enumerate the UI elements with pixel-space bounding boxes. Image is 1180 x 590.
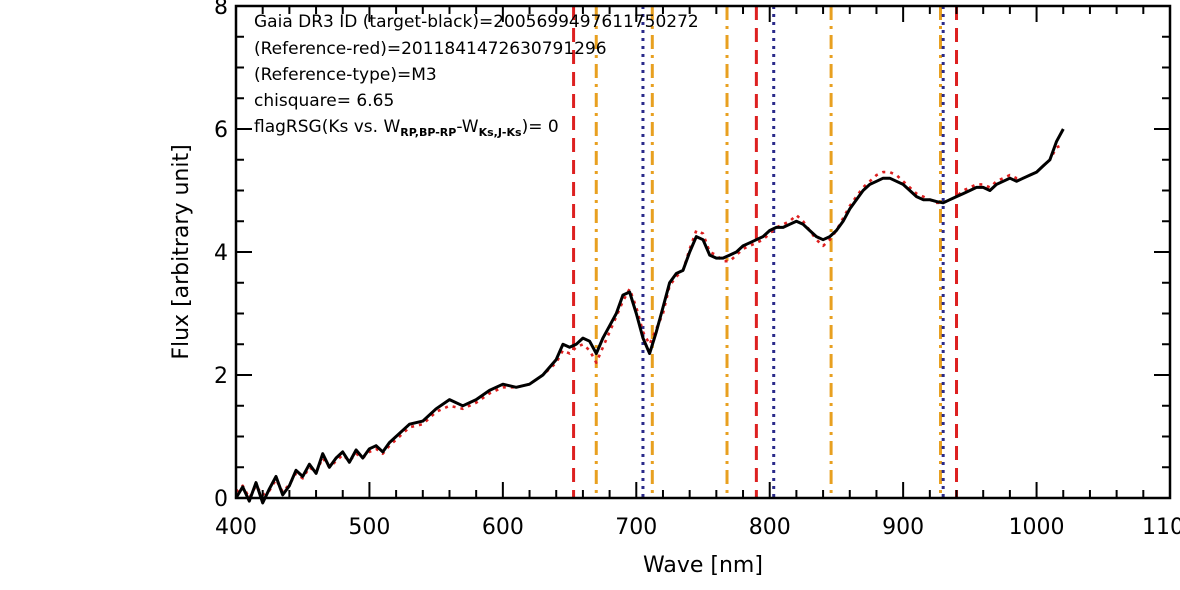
- reference-lines: [572, 6, 959, 498]
- flag-rsg-suffix: )= 0: [522, 117, 559, 137]
- series-line-0: [234, 128, 1065, 505]
- annotation-gaia-id: Gaia DR3 ID (target-black)=2005699497611…: [254, 12, 699, 32]
- x-axis-label: Wave [nm]: [643, 553, 763, 578]
- flag-rsg-sub1: RP,BP-RP: [400, 126, 456, 139]
- series-layer: [234, 128, 1065, 505]
- x-tick-label: 900: [882, 515, 924, 540]
- y-tick-label: 8: [214, 0, 228, 20]
- y-axis-label: Flux [arbitrary unit]: [169, 144, 194, 359]
- x-tick-label: 400: [215, 515, 257, 540]
- flag-rsg-mid: -W: [456, 117, 478, 137]
- flag-rsg-sub2: Ks,J-Ks: [479, 126, 522, 139]
- annotation-flag-rsg: flagRSG(Ks vs. WRP,BP-RP-WKs,J-Ks)= 0: [254, 117, 559, 139]
- flag-rsg-prefix: flagRSG(Ks vs. W: [254, 117, 400, 137]
- annotation-reference-type: (Reference-type)=M3: [254, 65, 437, 85]
- annotation-chisquare: chisquare= 6.65: [254, 91, 394, 111]
- x-tick-label: 1000: [1009, 515, 1065, 540]
- y-tick-label: 2: [214, 364, 228, 389]
- annotation-reference-red: (Reference-red)=2011841472630791296: [254, 39, 607, 59]
- annotation-block: Gaia DR3 ID (target-black)=2005699497611…: [254, 12, 699, 139]
- x-tick-label: 700: [615, 515, 657, 540]
- y-tick-label: 6: [214, 118, 228, 143]
- x-tick-label: 600: [482, 515, 524, 540]
- x-tick-label: 800: [749, 515, 791, 540]
- x-tick-label: 500: [348, 515, 390, 540]
- y-tick-label: 4: [214, 241, 228, 266]
- y-tick-label: 0: [214, 487, 228, 512]
